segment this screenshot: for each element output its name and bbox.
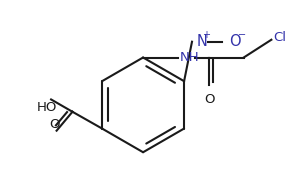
- Text: O: O: [49, 118, 60, 131]
- Text: N: N: [197, 34, 208, 49]
- Text: −: −: [238, 30, 246, 40]
- Text: Cl: Cl: [273, 31, 286, 44]
- Text: +: +: [202, 30, 210, 40]
- Text: O: O: [230, 34, 241, 49]
- Text: NH: NH: [180, 51, 199, 64]
- Text: O: O: [204, 93, 215, 106]
- Text: HO: HO: [37, 101, 57, 114]
